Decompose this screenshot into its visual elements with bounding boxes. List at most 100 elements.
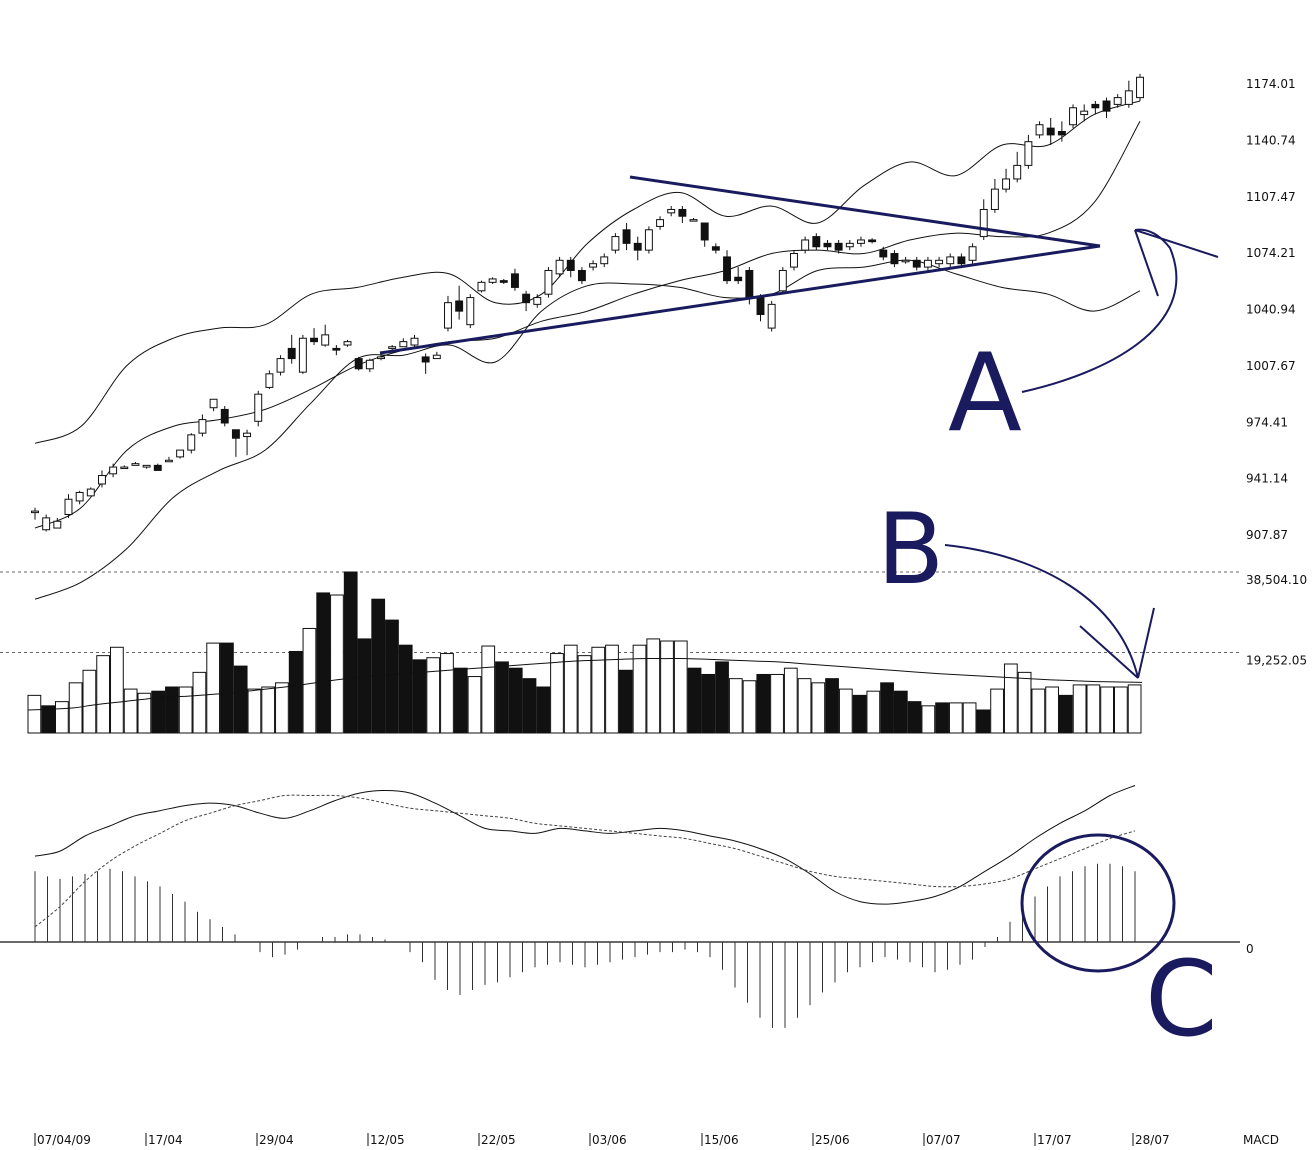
candle-body	[1035, 124, 1044, 136]
candle-body	[633, 242, 642, 251]
arrow-a-head-right	[1134, 229, 1219, 258]
volume-bar	[591, 646, 606, 734]
candle-body	[644, 229, 653, 251]
candle-body	[1002, 178, 1011, 190]
volume-bar	[1003, 663, 1018, 734]
candle-body	[823, 242, 832, 248]
candle-body	[723, 256, 731, 282]
candle-body	[142, 464, 151, 468]
volume-bar	[756, 673, 771, 734]
volume-bar	[1045, 686, 1059, 734]
candle-body	[1080, 110, 1089, 116]
volume-bar	[536, 686, 551, 734]
arrow-b-curve	[944, 544, 1139, 679]
annotation-letter-c: C	[1145, 938, 1218, 1060]
x-tick-label: 03/06	[592, 1133, 627, 1147]
arrow-b-head-left	[1079, 625, 1139, 679]
price-ytick-label: 1174.01	[1246, 77, 1296, 91]
annotations: AB C	[379, 175, 1219, 1060]
x-tick-label: 07/04/09	[37, 1133, 91, 1147]
candle-body	[287, 347, 296, 360]
candle-body	[120, 466, 129, 470]
volume-bar	[1086, 684, 1101, 734]
candle-body	[410, 337, 419, 346]
volume-bar	[715, 661, 729, 734]
candle-body	[64, 498, 73, 515]
volume-bar	[123, 688, 138, 734]
candle-body	[1013, 164, 1022, 180]
candle-body	[589, 263, 598, 268]
volume-bar	[577, 655, 592, 734]
candle-body	[298, 337, 307, 373]
volume-bar	[41, 705, 56, 734]
volume-bar	[825, 678, 839, 734]
candle-body	[734, 276, 743, 282]
volume-ytick-label: 19,252.05	[1246, 654, 1307, 668]
candle-body	[265, 373, 274, 388]
bollinger-upper-band	[34, 100, 1141, 444]
candle-body	[388, 346, 397, 349]
volume-bar	[233, 665, 248, 734]
volume-bar	[893, 690, 908, 734]
price-ytick-label: 941.14	[1246, 472, 1288, 486]
candle-body	[477, 281, 486, 292]
volume-bar	[151, 690, 166, 734]
volume-bar	[178, 686, 193, 734]
candle-body	[756, 297, 765, 316]
candle-body	[254, 393, 263, 422]
volume-bar	[206, 642, 221, 734]
volume-bar	[343, 571, 358, 734]
volume-bar	[27, 694, 42, 734]
candle-body	[75, 491, 84, 502]
x-tick-label: 28/07	[1135, 1133, 1170, 1147]
candle-body	[421, 356, 430, 363]
price-ytick-label: 1107.47	[1246, 190, 1296, 204]
macd-panel: 0	[0, 785, 1254, 1028]
candle-body	[1113, 97, 1122, 105]
candle-body	[377, 356, 385, 360]
volume-bar	[907, 701, 922, 734]
volume-bar	[330, 594, 344, 734]
candle-body	[109, 466, 118, 475]
volume-bar	[728, 678, 743, 734]
candle-body	[1124, 90, 1133, 105]
circle-c	[1020, 833, 1176, 973]
candle-body	[778, 269, 787, 292]
volume-bar	[673, 640, 688, 734]
candle-body	[689, 219, 698, 222]
volume-bar	[426, 657, 441, 734]
volume-ytick-label: 38,504.10	[1246, 573, 1307, 587]
volume-bar	[440, 653, 454, 734]
candle-body	[444, 302, 452, 329]
candle-body	[767, 303, 776, 329]
volume-bar	[412, 659, 427, 734]
candle-body	[745, 269, 754, 299]
candle-body	[790, 253, 798, 268]
candle-body	[220, 408, 229, 424]
candle-body	[276, 358, 285, 373]
candle-body	[566, 259, 575, 271]
x-tick-label: 17/04	[148, 1133, 183, 1147]
candle-body	[31, 510, 39, 514]
volume-bar	[866, 690, 881, 734]
x-tick-label: 25/06	[815, 1133, 850, 1147]
price-ytick-label: 1007.67	[1246, 359, 1296, 373]
volume-bar	[632, 644, 647, 734]
candle-body	[611, 236, 620, 251]
candle-body	[600, 256, 609, 265]
candle-body	[53, 520, 62, 529]
price-ytick-label: 1074.21	[1246, 246, 1296, 260]
candle-body	[466, 297, 475, 326]
volume-bar	[481, 645, 496, 734]
candle-body	[164, 459, 173, 463]
price-ytick-label: 907.87	[1246, 528, 1288, 542]
candle-body	[667, 208, 676, 214]
candle-body	[153, 464, 162, 471]
volume-bar	[137, 692, 152, 734]
volume-bar	[838, 688, 853, 734]
macd-line	[34, 785, 1136, 905]
candle-body	[176, 449, 185, 458]
volume-bar	[687, 667, 702, 734]
candle-body	[868, 239, 877, 243]
volume-bar	[288, 650, 303, 734]
